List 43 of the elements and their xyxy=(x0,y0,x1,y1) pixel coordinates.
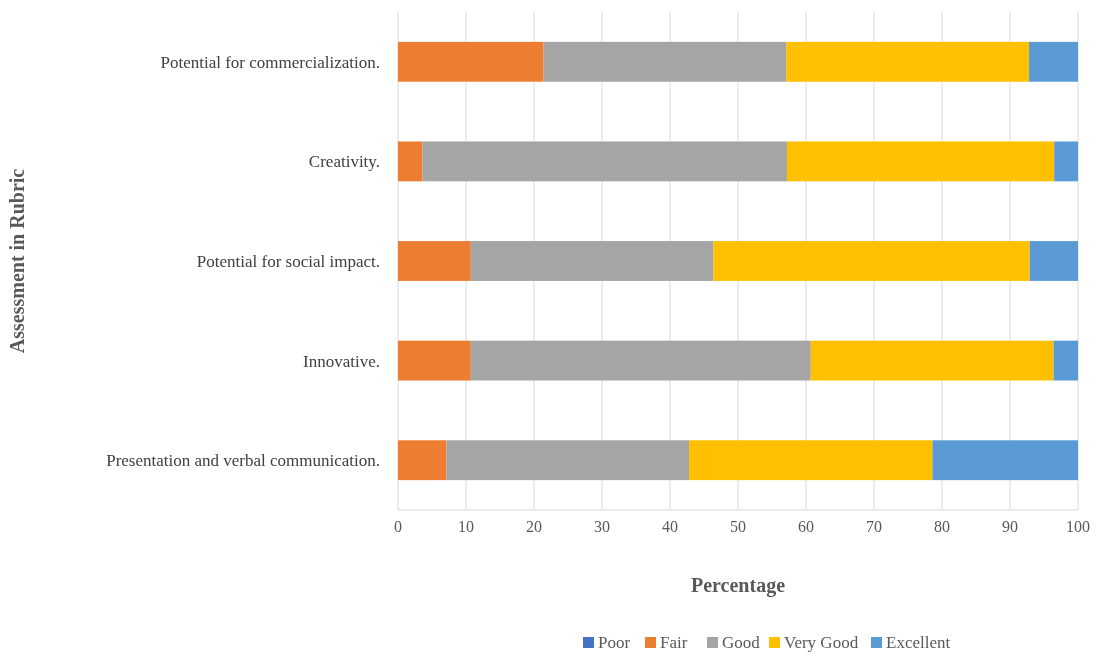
bar xyxy=(446,440,690,481)
legend-label: Excellent xyxy=(886,633,951,652)
bar xyxy=(1029,41,1078,82)
bar xyxy=(1029,241,1078,281)
x-tick-label: 90 xyxy=(1002,518,1018,535)
y-tick-label: Presentation and verbal communication. xyxy=(106,451,380,471)
bar xyxy=(398,41,544,82)
bar xyxy=(810,340,1054,381)
x-tick-label: 10 xyxy=(458,518,474,535)
x-tick-label: 30 xyxy=(594,518,610,535)
legend-label: Fair xyxy=(660,633,688,652)
x-tick-label: 70 xyxy=(866,518,882,535)
bar xyxy=(1054,141,1078,182)
bar xyxy=(543,41,787,82)
bar xyxy=(786,141,1055,182)
x-axis-title: Percentage xyxy=(690,574,786,597)
y-tick-label: Potential for social impact. xyxy=(196,252,380,271)
legend-label: Good xyxy=(722,633,761,652)
bar xyxy=(398,340,471,381)
bar xyxy=(689,440,933,481)
x-tick-label: 80 xyxy=(934,518,950,535)
y-tick-label: Creativity. xyxy=(308,152,380,172)
legend-label: Very Good xyxy=(784,633,859,652)
x-tick-label: 20 xyxy=(526,518,542,535)
bar xyxy=(932,440,1078,481)
x-tick-label: 50 xyxy=(730,518,746,535)
bar xyxy=(470,340,811,381)
x-tick-label: 100 xyxy=(1066,518,1090,535)
x-tick-label: 40 xyxy=(662,518,678,535)
bar xyxy=(398,440,447,481)
x-tick-label: 0 xyxy=(394,518,402,535)
bar xyxy=(1053,340,1078,381)
bar xyxy=(398,241,471,281)
y-axis-title: Assessment in Rubric xyxy=(6,168,28,354)
y-tick-label: Innovative. xyxy=(303,351,380,371)
bar xyxy=(786,41,1030,82)
y-tick-label: Potential for commercialization. xyxy=(160,52,380,72)
legend-label: Poor xyxy=(598,633,631,652)
bar xyxy=(398,141,423,182)
x-tick-label: 60 xyxy=(798,518,814,535)
bar xyxy=(470,241,714,281)
bar xyxy=(713,241,1030,281)
bar xyxy=(422,141,787,182)
